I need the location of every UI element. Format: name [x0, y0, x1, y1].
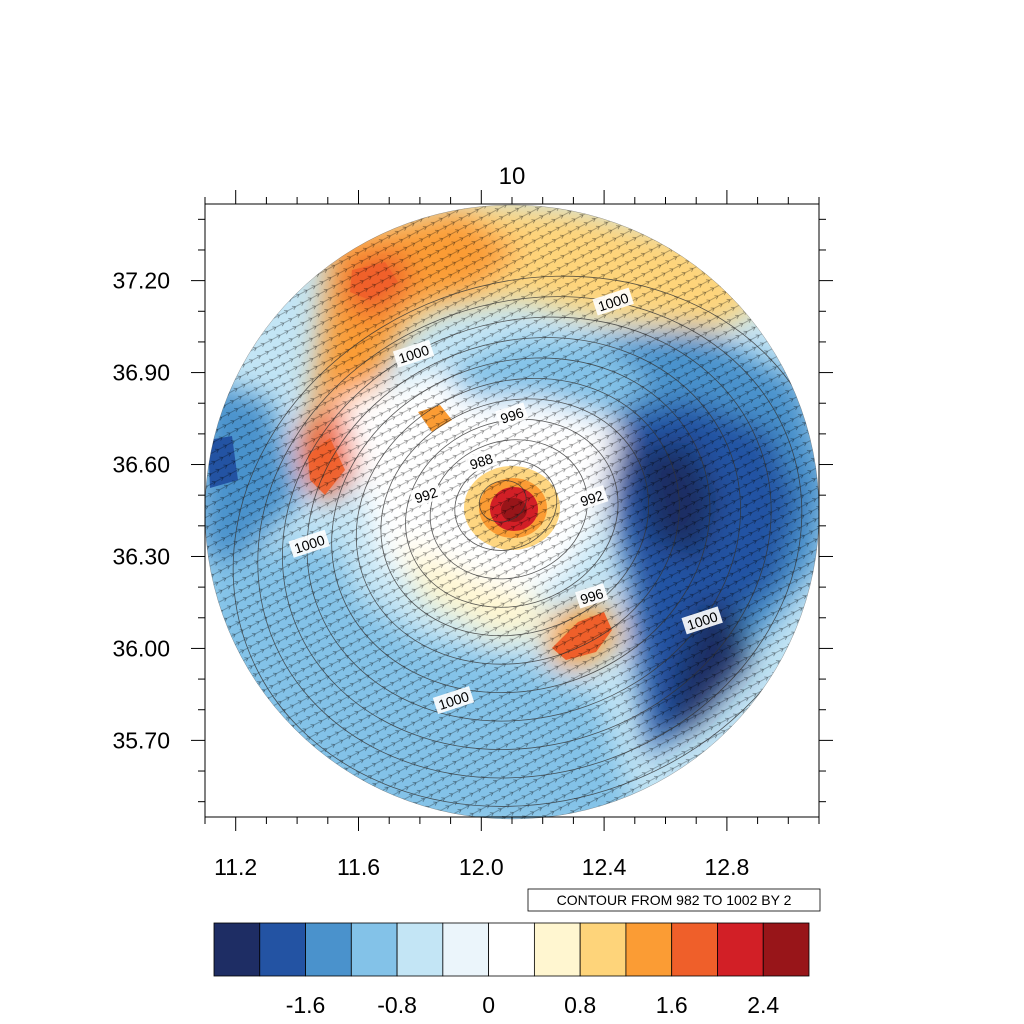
colorbar-swatch [671, 922, 718, 977]
colorbar-swatch [396, 922, 444, 977]
colorbar-label: 0 [482, 992, 495, 1018]
x-tick-label: 12.4 [582, 854, 627, 880]
contour-label-text: 992 [412, 484, 439, 507]
contour-label-text: 988 [468, 450, 495, 473]
colorbar-swatch [533, 922, 581, 977]
axes: 11.2 11.6 12.0 12.4 12.8 37.20 36.90 36.60 36.30… [112, 190, 833, 880]
contour-label-bg [495, 402, 529, 428]
contour-label-text: 992 [578, 487, 605, 510]
contour-label-text: 996 [578, 585, 605, 608]
y-tick-label: 37.20 [112, 268, 170, 294]
contour-label-bg [288, 529, 330, 558]
contour-label-bg [575, 485, 609, 511]
colorbar-swatch [625, 922, 673, 977]
colorbar-swatch [350, 922, 398, 977]
contour-line [355, 378, 680, 665]
contour-label-text: 996 [498, 404, 525, 427]
colorbar-swatch [259, 922, 306, 977]
contour-line [479, 480, 527, 523]
y-tick-label: 36.90 [112, 360, 170, 386]
y-tick-label: 36.00 [112, 635, 170, 661]
contour-label-bg [681, 606, 723, 635]
shaded-field [205, 205, 819, 819]
colorbar-swatch [488, 922, 535, 977]
pressure-contours [232, 275, 819, 807]
colorbar-swatch [305, 922, 352, 977]
contour-label: 992 [575, 485, 609, 511]
colorbar-swatch [579, 922, 627, 977]
y-tick-label: 35.70 [112, 727, 170, 753]
contour-line [405, 418, 619, 608]
y-tick-label: 36.60 [112, 452, 170, 478]
contour-label-bg [592, 287, 634, 316]
contour-label: 996 [495, 402, 529, 428]
contour-line [257, 296, 803, 779]
contour-label-bg [392, 339, 435, 368]
chart-title: 10 [499, 163, 526, 190]
x-tick-label: 12.8 [705, 854, 750, 880]
colorbar-label: 0.8 [564, 992, 596, 1018]
colorbar-swatch [717, 922, 764, 977]
colorbar-label: -1.6 [286, 992, 326, 1018]
contour-label-bg [432, 686, 475, 715]
contour-label-bg [575, 583, 609, 609]
contour-info-text: CONTOUR FROM 982 TO 1002 BY 2 [557, 892, 792, 908]
contour-info-box [527, 888, 821, 912]
x-tick-label: 11.2 [214, 854, 257, 880]
colorbar-label: -0.8 [377, 992, 417, 1018]
wind-vectors [205, 205, 819, 819]
contour-line [282, 316, 772, 750]
colorbar-label: 2.4 [747, 992, 779, 1018]
contour-label-bg [409, 482, 443, 508]
y-tick-label: 36.30 [112, 543, 170, 569]
x-tick-label: 11.6 [337, 854, 380, 880]
colorbar-swatch [762, 922, 810, 977]
contour-label: 992 [409, 482, 443, 508]
colorbar-swatch [213, 922, 261, 977]
colorbar-swatch [442, 922, 490, 977]
contour-label: 996 [575, 583, 609, 609]
contour-line [429, 439, 588, 580]
x-tick-label: 12.0 [459, 854, 504, 880]
contour-label: 988 [464, 448, 498, 474]
colorbar-label: 1.6 [656, 992, 688, 1018]
contour-line [380, 398, 650, 637]
colorbar: -1.6 -0.8 0 0.8 1.6 2.4 [213, 922, 810, 1018]
contour-line [331, 357, 711, 694]
contour-line [306, 337, 741, 722]
contour-label-bg [464, 448, 498, 474]
